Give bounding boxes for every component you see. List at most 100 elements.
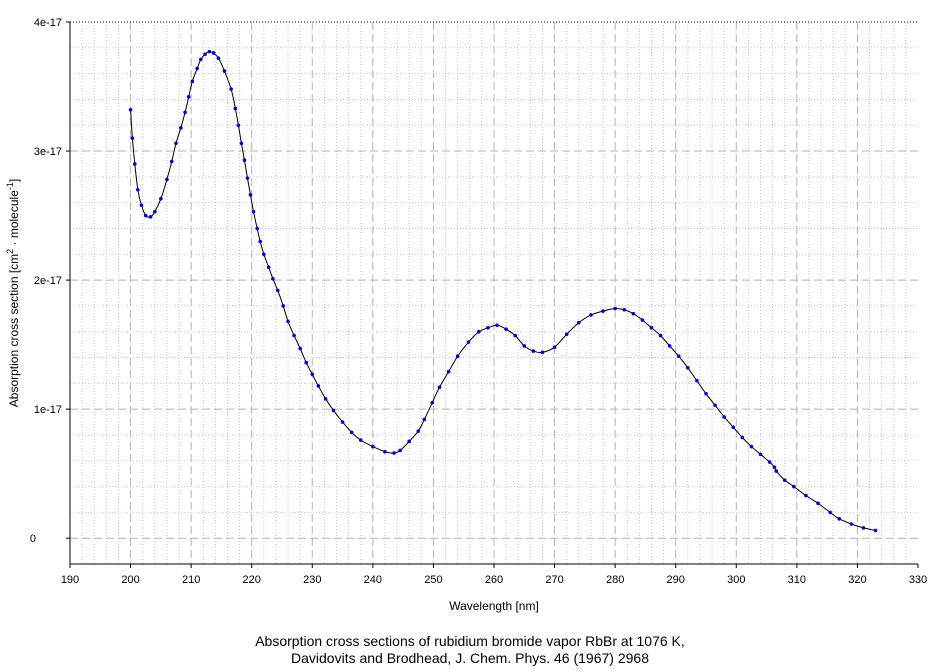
x-tick-label: 260 [485, 574, 503, 586]
data-point [216, 56, 221, 60]
x-tick-label: 270 [545, 574, 563, 586]
x-tick-label: 290 [667, 574, 685, 586]
data-point [133, 162, 137, 166]
data-point [392, 451, 396, 455]
data-point [190, 79, 195, 84]
data-point [772, 465, 777, 470]
data-point [186, 95, 191, 99]
data-point [873, 528, 878, 533]
data-point [304, 360, 309, 365]
data-point [258, 239, 262, 244]
y-tick-label: 2e-17 [34, 275, 62, 287]
data-point [128, 107, 133, 112]
data-point [286, 319, 290, 324]
data-point [749, 444, 754, 449]
data-point [251, 209, 256, 214]
series-markers [128, 49, 878, 533]
data-point [183, 110, 187, 115]
data-point [792, 484, 796, 489]
data-point [658, 333, 663, 338]
x-tick-label: 190 [61, 574, 79, 586]
data-point [589, 313, 593, 317]
data-point [292, 333, 296, 338]
data-point [640, 318, 645, 322]
x-tick-label: 300 [727, 574, 745, 586]
data-point [767, 460, 772, 464]
data-point [340, 420, 345, 424]
data-point [407, 439, 412, 444]
data-point [248, 193, 253, 197]
data-point [422, 417, 427, 422]
data-point [513, 333, 517, 338]
data-point [169, 159, 174, 164]
x-axis-title: Wavelength [nm] [449, 599, 539, 613]
data-point [271, 277, 275, 281]
data-point [531, 349, 536, 353]
x-tick-label: 310 [788, 574, 806, 586]
data-point [613, 306, 617, 311]
caption-line-1: Absorption cross sections of rubidium br… [255, 633, 685, 649]
x-tick-label: 320 [848, 574, 866, 586]
data-point [316, 384, 321, 388]
data-point [349, 430, 354, 435]
y-axis-title: Absorption cross section [cm2 · molecule… [5, 179, 21, 407]
y-tick-label: 4e-17 [34, 17, 62, 29]
data-point [159, 197, 163, 201]
x-tick-label: 210 [182, 574, 200, 586]
data-point [255, 226, 259, 231]
data-point [577, 320, 581, 325]
data-point [649, 326, 654, 330]
data-point [455, 354, 460, 359]
data-point [713, 403, 717, 408]
data-point [331, 408, 336, 413]
data-point [174, 141, 178, 146]
major-grid [70, 22, 918, 564]
data-point [667, 344, 672, 348]
y-tick-label: 0 [30, 533, 36, 545]
data-point [179, 126, 183, 130]
data-point [437, 385, 442, 390]
data-point [816, 501, 820, 506]
caption-line-2: Davidovits and Brodhead, J. Chem. Phys. … [291, 650, 649, 666]
data-point [849, 522, 854, 526]
data-point [211, 51, 216, 55]
data-point [740, 435, 745, 440]
data-point [310, 372, 315, 377]
x-tick-label: 250 [424, 574, 442, 586]
data-point [239, 141, 244, 146]
x-axis-ticks: 190 200 210 220 230 240 250 260 270 280 290 300 310 3… [61, 564, 927, 586]
data-point [233, 106, 238, 111]
data-point [416, 429, 421, 433]
data-point [153, 209, 157, 214]
data-point [828, 510, 832, 515]
data-point [139, 203, 144, 208]
data-point [130, 136, 135, 140]
data-point [398, 448, 402, 453]
x-tick-label: 240 [364, 574, 382, 586]
y-tick-label: 3e-17 [34, 146, 62, 158]
data-point [136, 187, 140, 192]
data-point [266, 265, 271, 269]
data-point [371, 444, 375, 449]
data-point [229, 87, 233, 91]
data-point [758, 452, 763, 457]
data-point [774, 469, 779, 473]
data-point [477, 329, 481, 334]
data-point [446, 369, 451, 374]
data-point [495, 323, 499, 328]
data-point [236, 123, 241, 128]
data-point [358, 438, 363, 442]
y-axis-ticks: 0 1e-17 2e-17 3e-17 4e-17 [30, 17, 70, 545]
data-point [552, 345, 557, 350]
data-point [298, 346, 302, 351]
y-tick-label: 1e-17 [34, 404, 62, 416]
data-point [631, 311, 636, 316]
data-point [782, 478, 787, 482]
x-tick-label: 200 [121, 574, 139, 586]
data-point [165, 177, 169, 182]
data-point [722, 415, 726, 419]
data-point [203, 52, 207, 57]
data-point [242, 158, 247, 162]
data-point [622, 307, 627, 312]
data-point [837, 517, 842, 521]
